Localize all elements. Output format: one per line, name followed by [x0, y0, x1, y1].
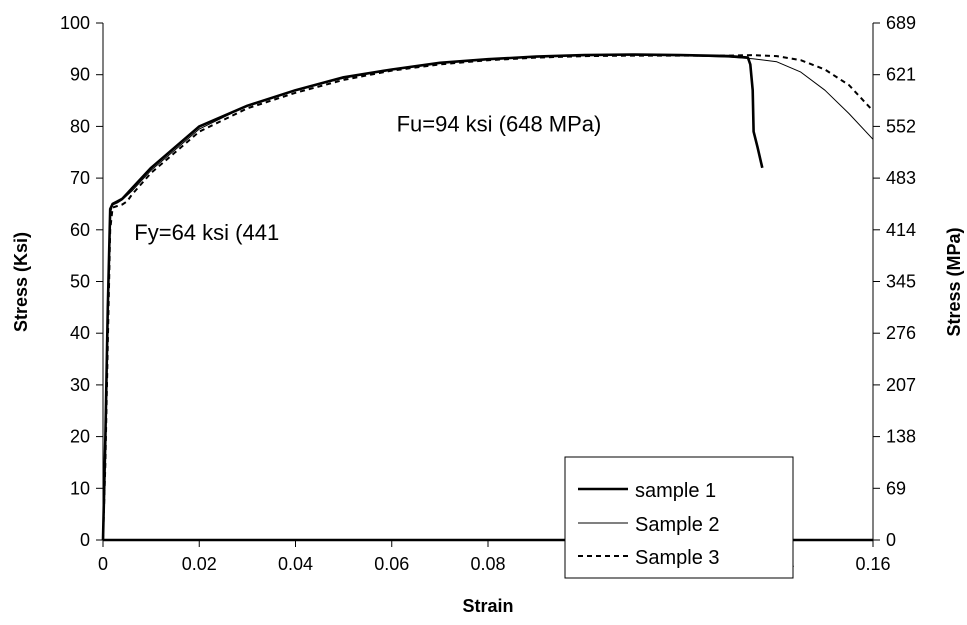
x-tick-label: 0 [98, 554, 108, 574]
y-tick-label: 10 [70, 478, 90, 498]
y2-axis-title: Stress (MPa) [944, 227, 964, 336]
legend-box [564, 456, 794, 579]
y-axis-title: Stress (Ksi) [11, 232, 31, 332]
legend-label-sample-2: Sample 2 [635, 514, 720, 536]
y2-tick-label: 552 [886, 116, 916, 136]
y2-tick-label: 345 [886, 272, 916, 292]
y-tick-label: 0 [80, 530, 90, 550]
y-tick-label: 70 [70, 168, 90, 188]
legend: sample 1 Sample 2 Sample 3 [564, 456, 794, 579]
x-axis-title: Strain [462, 596, 513, 616]
y-tick-label: 50 [70, 272, 90, 292]
y2-tick-label: 483 [886, 168, 916, 188]
y2-tick-label: 207 [886, 375, 916, 395]
y-tick-label: 30 [70, 375, 90, 395]
x-tick-label: 0.08 [470, 554, 505, 574]
x-tick-label: 0.16 [855, 554, 890, 574]
y-tick-label: 20 [70, 427, 90, 447]
y2-tick-label: 138 [886, 427, 916, 447]
y-tick-label: 80 [70, 116, 90, 136]
y-tick-label: 40 [70, 323, 90, 343]
y2-tick-label: 276 [886, 323, 916, 343]
y-tick-label: 60 [70, 220, 90, 240]
series-line-sample-2 [102, 54, 874, 541]
legend-label-sample-3: Sample 3 [635, 547, 720, 569]
x-tick-label: 0.02 [182, 554, 217, 574]
y-tick-label: 90 [70, 65, 90, 85]
y-tick-label: 100 [60, 13, 90, 33]
y2-tick-label: 0 [886, 530, 896, 550]
annotation-label: Fy=64 ksi (441 [134, 220, 279, 245]
legend-label-sample-1: sample 1 [635, 480, 716, 502]
y2-tick-label: 621 [886, 65, 916, 85]
y2-tick-label: 69 [886, 478, 906, 498]
annotation-label: Fu=94 ksi (648 MPa) [397, 112, 602, 137]
x-tick-label: 0.06 [374, 554, 409, 574]
x-tick-label: 0.04 [278, 554, 313, 574]
y2-tick-label: 414 [886, 220, 916, 240]
series-line-sample-3 [102, 54, 874, 541]
y2-tick-label: 689 [886, 13, 916, 33]
